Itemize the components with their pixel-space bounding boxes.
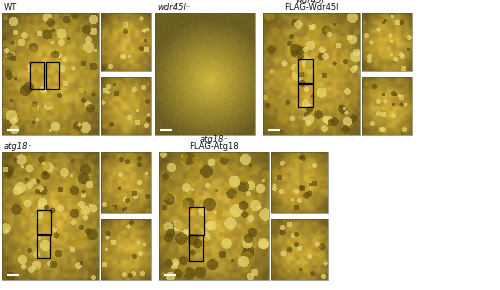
Bar	[188, 207, 204, 235]
Text: FLAG-Atg18: FLAG-Atg18	[189, 142, 239, 151]
Bar	[46, 62, 59, 89]
Text: atg18⁻: atg18⁻	[200, 135, 228, 144]
Bar	[37, 234, 50, 258]
Text: wdr45l⁻: wdr45l⁻	[157, 3, 190, 12]
Bar	[362, 13, 412, 71]
Text: FLAG-Wdr45l: FLAG-Wdr45l	[284, 3, 339, 12]
Bar	[101, 13, 151, 71]
Text: WT: WT	[4, 3, 17, 12]
Bar	[263, 13, 360, 135]
Bar	[30, 62, 44, 89]
Bar	[271, 219, 328, 280]
Bar	[159, 152, 269, 280]
Bar	[298, 59, 314, 84]
Bar	[362, 77, 412, 135]
Bar	[2, 13, 99, 135]
Bar	[37, 210, 51, 235]
Bar	[101, 219, 151, 280]
Bar	[2, 152, 99, 280]
Bar	[155, 13, 255, 135]
Bar	[101, 152, 151, 213]
Text: wdr45l⁻: wdr45l⁻	[295, 0, 328, 5]
Bar	[101, 77, 151, 135]
Bar	[271, 152, 328, 213]
Text: atg18⁻: atg18⁻	[4, 142, 33, 151]
Bar	[298, 83, 314, 107]
Bar	[188, 235, 203, 261]
